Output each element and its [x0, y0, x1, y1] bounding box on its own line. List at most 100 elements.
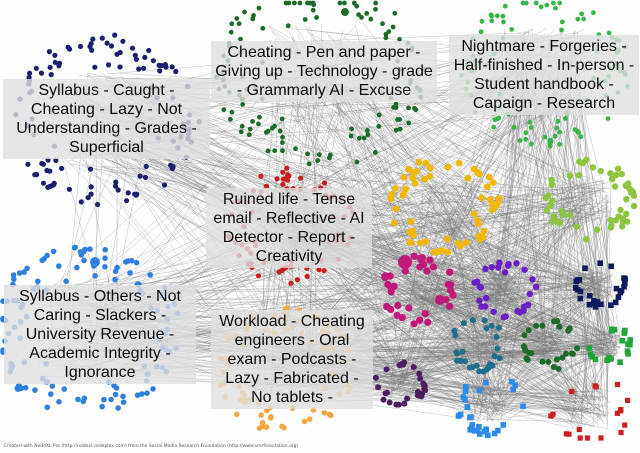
graph-node [351, 0, 357, 6]
graph-node [236, 21, 242, 27]
graph-node [525, 327, 532, 334]
graph-node [416, 316, 424, 324]
graph-node [550, 411, 556, 417]
graph-node [489, 179, 497, 187]
graph-node [547, 140, 553, 146]
graph-node [483, 183, 491, 191]
graph-node [382, 390, 389, 397]
graph-node [141, 65, 147, 71]
graph-node [520, 403, 526, 410]
graph-node [240, 102, 246, 107]
graph-node [39, 160, 45, 167]
graph-node [464, 404, 471, 410]
graph-node [88, 184, 94, 190]
graph-node [24, 265, 30, 272]
graph-node [393, 311, 401, 319]
graph-node [396, 362, 403, 369]
graph-node [614, 165, 622, 172]
graph-node [52, 59, 58, 65]
graph-node [61, 386, 68, 392]
graph-node [156, 62, 162, 68]
node-cluster-16 [455, 378, 526, 438]
graph-node [44, 167, 50, 174]
node-cluster-11 [572, 260, 628, 310]
graph-node [475, 427, 481, 434]
graph-node [115, 405, 121, 411]
graph-node [40, 180, 47, 186]
graph-node [589, 164, 597, 171]
graph-node [491, 353, 498, 360]
graph-node [608, 356, 614, 362]
graph-node [410, 364, 417, 370]
graph-node [265, 148, 271, 154]
graph-node [429, 263, 437, 271]
node-cluster-9 [381, 252, 457, 328]
graph-node [501, 269, 509, 276]
graph-node [477, 431, 483, 437]
graph-node [373, 0, 378, 6]
graph-node [402, 185, 409, 193]
graph-node [365, 132, 371, 138]
graph-node [391, 185, 399, 192]
graph-node [457, 242, 464, 250]
graph-node [376, 124, 382, 129]
graph-node [407, 239, 415, 247]
graph-node [327, 155, 332, 161]
graph-node [133, 192, 139, 198]
graph-node [386, 399, 393, 406]
graph-node [390, 219, 398, 227]
hub-node [90, 257, 100, 267]
graph-node [555, 365, 562, 372]
graph-node [39, 257, 45, 264]
graph-node [495, 264, 502, 271]
node-cluster-15 [372, 359, 429, 408]
graph-node [128, 257, 135, 264]
graph-node [483, 379, 489, 386]
graph-node [622, 276, 628, 282]
cluster-label-4: Ruined life - Tense email - Reflective -… [206, 188, 372, 268]
graph-node [81, 257, 87, 264]
graph-node [142, 54, 148, 61]
graph-node [373, 6, 378, 12]
graph-node [301, 418, 308, 425]
graph-node [617, 206, 624, 214]
graph-node [452, 332, 459, 339]
graph-node [112, 391, 119, 398]
graph-node [554, 125, 560, 131]
graph-node [247, 126, 253, 132]
graph-node [485, 173, 493, 181]
graph-node [521, 266, 528, 273]
graph-node [112, 276, 118, 283]
graph-node [256, 5, 262, 11]
graph-node [56, 399, 62, 405]
graph-node [388, 191, 396, 198]
graph-node [623, 196, 630, 203]
graph-node [494, 345, 501, 352]
graph-node [285, 23, 291, 29]
graph-node [258, 412, 265, 418]
graph-node [416, 263, 424, 271]
graph-node [117, 64, 123, 70]
graph-node [491, 124, 497, 130]
graph-node [502, 3, 508, 9]
graph-node [404, 395, 411, 402]
graph-node [409, 174, 417, 182]
graph-node [520, 343, 527, 350]
graph-node [569, 350, 576, 357]
graph-node [397, 126, 403, 132]
graph-node [512, 382, 518, 388]
graph-node [575, 171, 583, 179]
graph-node [101, 396, 107, 403]
graph-node [258, 173, 264, 179]
graph-node [627, 337, 633, 343]
graph-node [607, 217, 614, 224]
graph-node [77, 43, 84, 50]
graph-node [380, 21, 385, 27]
graph-node [554, 356, 560, 363]
graph-node [577, 295, 584, 302]
graph-node [238, 36, 243, 42]
graph-node [46, 49, 53, 55]
graph-node [488, 12, 494, 18]
graph-node [85, 195, 91, 201]
